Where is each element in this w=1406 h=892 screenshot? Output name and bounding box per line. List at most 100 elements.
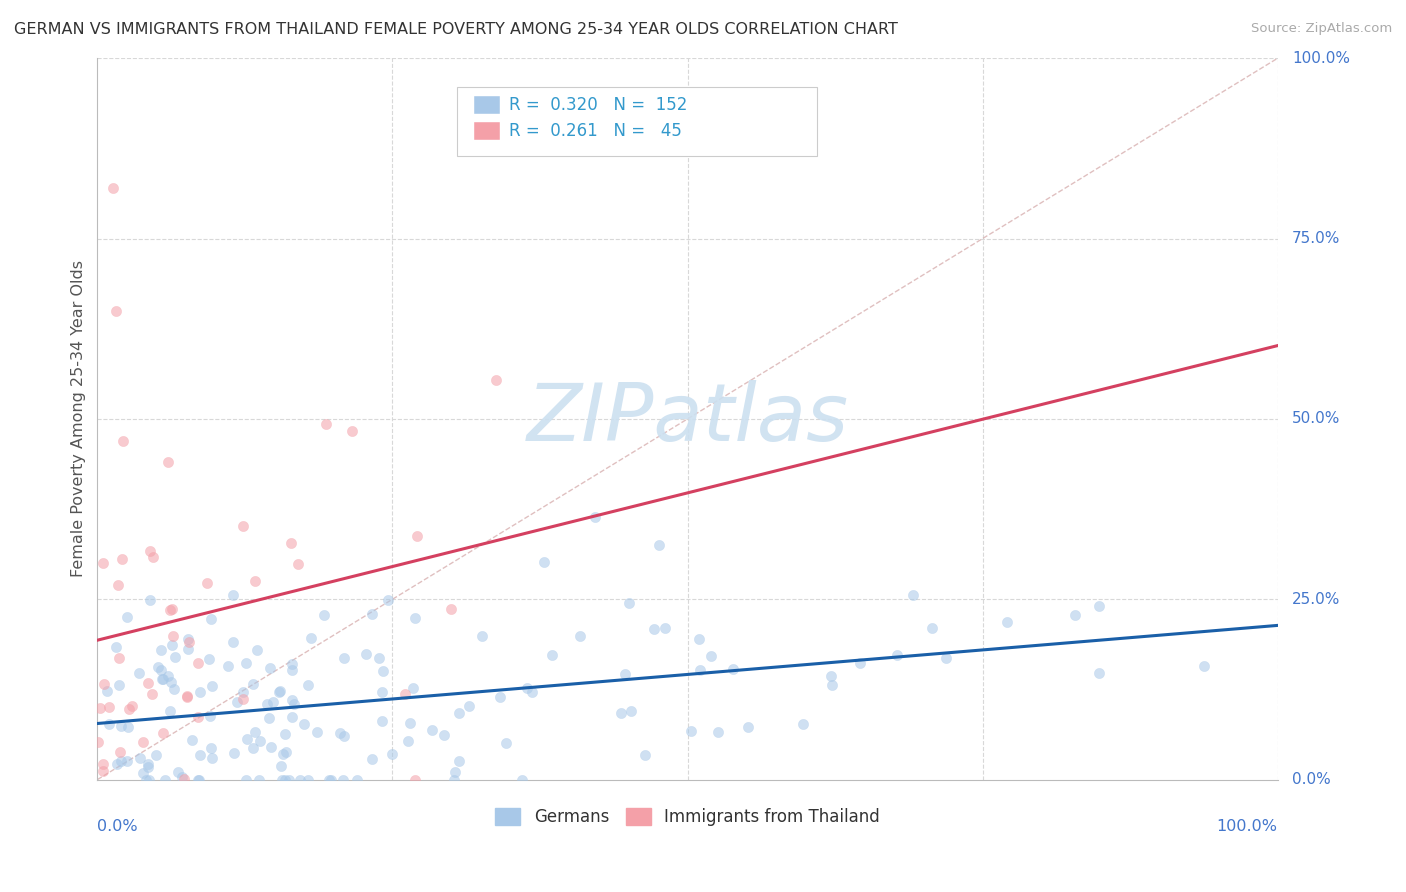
Point bbox=[274, 745, 297, 759]
Text: ZIPatlas: ZIPatlas bbox=[526, 380, 849, 458]
Point bbox=[820, 669, 842, 683]
Point bbox=[198, 651, 221, 665]
Point bbox=[162, 638, 184, 652]
Text: 75.0%: 75.0% bbox=[1292, 231, 1340, 246]
Point bbox=[121, 698, 143, 713]
Point bbox=[333, 729, 356, 743]
Point bbox=[242, 741, 264, 756]
Point bbox=[150, 672, 173, 686]
Point bbox=[688, 632, 710, 646]
Point bbox=[315, 417, 337, 431]
Point bbox=[721, 662, 744, 676]
Point bbox=[333, 651, 356, 665]
Point bbox=[200, 740, 222, 755]
Point bbox=[232, 685, 254, 699]
Point bbox=[361, 752, 384, 766]
Point bbox=[187, 772, 209, 787]
Point bbox=[420, 723, 443, 738]
Point bbox=[176, 690, 198, 705]
Point bbox=[188, 684, 211, 698]
Text: Source: ZipAtlas.com: Source: ZipAtlas.com bbox=[1251, 22, 1392, 36]
Point bbox=[110, 719, 132, 733]
Point bbox=[585, 510, 607, 524]
Point bbox=[849, 656, 872, 670]
Point bbox=[297, 678, 319, 692]
Point bbox=[444, 765, 467, 780]
Point bbox=[232, 692, 254, 706]
Point bbox=[187, 709, 209, 723]
Point bbox=[105, 303, 128, 318]
Point bbox=[269, 683, 291, 698]
Point bbox=[404, 772, 426, 787]
Point bbox=[170, 770, 193, 784]
Point bbox=[217, 659, 239, 673]
Point bbox=[332, 772, 354, 787]
Point bbox=[222, 588, 245, 602]
Point bbox=[93, 677, 115, 691]
Point bbox=[377, 593, 399, 607]
Point bbox=[188, 772, 211, 787]
Point bbox=[200, 612, 222, 626]
Point bbox=[112, 434, 135, 448]
Point bbox=[381, 747, 404, 761]
Point bbox=[314, 607, 336, 622]
Point bbox=[145, 748, 167, 763]
Point bbox=[142, 549, 165, 564]
Point bbox=[242, 676, 264, 690]
Point bbox=[346, 772, 368, 787]
Point bbox=[167, 765, 190, 780]
Point bbox=[132, 766, 155, 780]
Point bbox=[139, 593, 162, 607]
Point bbox=[281, 710, 304, 724]
Point bbox=[371, 685, 394, 699]
Point bbox=[433, 728, 456, 742]
Point bbox=[654, 621, 676, 635]
Point bbox=[707, 724, 730, 739]
Point bbox=[249, 733, 271, 747]
Point bbox=[173, 772, 195, 787]
Point bbox=[135, 772, 157, 787]
Point bbox=[157, 455, 180, 469]
Point bbox=[136, 757, 159, 772]
Point bbox=[117, 720, 139, 734]
Point bbox=[91, 756, 114, 771]
Point bbox=[96, 683, 118, 698]
Point bbox=[187, 657, 209, 671]
Point bbox=[886, 648, 908, 662]
Point bbox=[225, 695, 247, 709]
Point bbox=[176, 689, 198, 703]
Point bbox=[1192, 659, 1215, 673]
Point bbox=[648, 538, 671, 552]
Point bbox=[541, 648, 564, 662]
Point bbox=[287, 558, 309, 572]
Point bbox=[260, 740, 283, 755]
Point bbox=[156, 669, 179, 683]
Point bbox=[614, 667, 637, 681]
Point bbox=[495, 736, 517, 750]
Point bbox=[245, 574, 267, 588]
Point bbox=[149, 643, 172, 657]
Point bbox=[129, 751, 152, 765]
Point bbox=[162, 629, 184, 643]
Point bbox=[901, 589, 924, 603]
Point bbox=[394, 688, 416, 702]
Point bbox=[160, 602, 183, 616]
Point bbox=[177, 632, 200, 647]
Point bbox=[232, 519, 254, 533]
Point bbox=[105, 757, 128, 772]
Text: R =  0.320   N =  152: R = 0.320 N = 152 bbox=[509, 96, 688, 114]
Text: 25.0%: 25.0% bbox=[1292, 591, 1340, 607]
FancyBboxPatch shape bbox=[457, 87, 817, 155]
Point bbox=[274, 772, 297, 787]
Point bbox=[458, 698, 481, 713]
Point bbox=[1063, 607, 1085, 622]
Point bbox=[270, 759, 292, 773]
Point bbox=[396, 734, 419, 748]
Point bbox=[108, 745, 131, 759]
Point bbox=[361, 607, 384, 622]
Point bbox=[516, 681, 538, 695]
Point bbox=[440, 602, 463, 616]
Point bbox=[290, 772, 312, 787]
Point bbox=[136, 676, 159, 690]
Point bbox=[488, 690, 510, 705]
